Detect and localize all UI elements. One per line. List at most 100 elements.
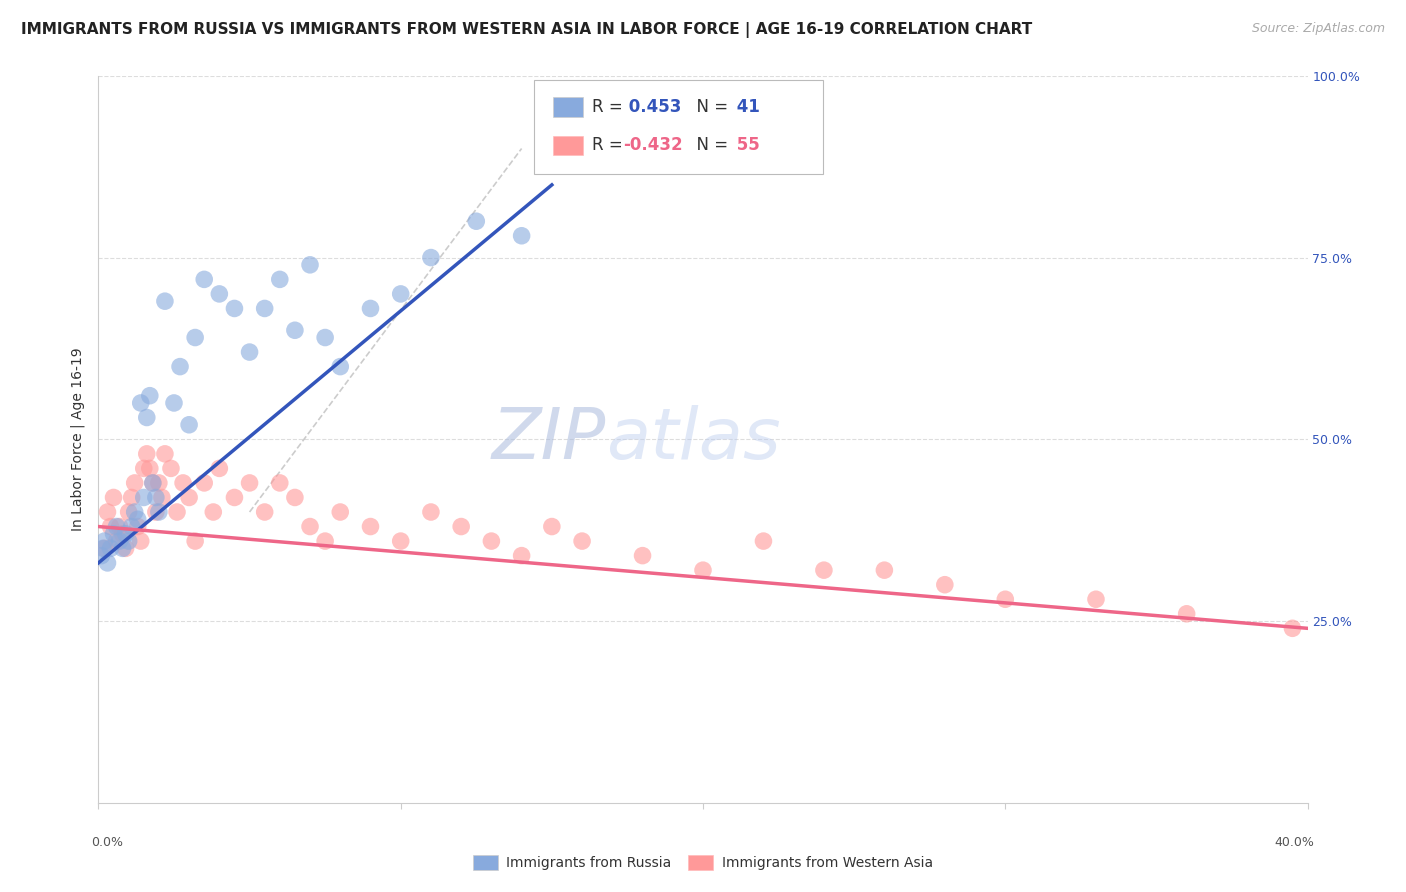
Point <box>90 549 112 563</box>
Point <box>510 549 533 563</box>
Point <box>172 475 194 490</box>
Point <box>208 286 231 301</box>
Point <box>269 272 291 286</box>
Text: N =: N = <box>686 98 734 116</box>
Point <box>208 461 231 475</box>
Point <box>139 389 162 403</box>
Y-axis label: In Labor Force | Age 16-19: In Labor Force | Age 16-19 <box>70 348 84 531</box>
Point <box>139 461 162 475</box>
Point <box>465 214 488 228</box>
Point <box>100 519 122 533</box>
Point <box>299 519 322 533</box>
Point <box>269 475 291 490</box>
Point <box>224 301 246 316</box>
Point <box>314 534 336 549</box>
Point <box>239 345 262 359</box>
Point <box>692 563 714 577</box>
Point <box>1085 592 1108 607</box>
Point <box>420 251 443 265</box>
Point <box>142 475 165 490</box>
Point <box>239 475 262 490</box>
Point <box>145 491 167 505</box>
Text: R =: R = <box>592 98 628 116</box>
Point <box>153 447 176 461</box>
Point <box>135 410 157 425</box>
Text: 41: 41 <box>731 98 761 116</box>
Point <box>540 519 562 533</box>
Text: 40.0%: 40.0% <box>1275 837 1315 849</box>
Point <box>118 505 141 519</box>
Text: Source: ZipAtlas.com: Source: ZipAtlas.com <box>1251 22 1385 36</box>
Point <box>93 541 115 556</box>
Point <box>450 519 472 533</box>
Point <box>184 534 207 549</box>
Point <box>571 534 593 549</box>
Point <box>124 505 146 519</box>
Point <box>420 505 443 519</box>
Point <box>752 534 775 549</box>
Point <box>103 491 125 505</box>
Point <box>91 541 114 556</box>
Point <box>114 526 136 541</box>
Point <box>314 330 336 344</box>
Point <box>105 534 128 549</box>
Point <box>193 272 215 286</box>
Text: N =: N = <box>686 136 734 154</box>
Point <box>127 519 149 533</box>
Point <box>160 461 183 475</box>
Point <box>148 475 170 490</box>
Point <box>284 491 307 505</box>
Point <box>111 526 134 541</box>
Text: atlas: atlas <box>606 405 780 474</box>
Point <box>389 286 412 301</box>
Text: -0.432: -0.432 <box>623 136 682 154</box>
Text: 55: 55 <box>731 136 759 154</box>
Point <box>813 563 835 577</box>
Point <box>253 301 276 316</box>
Point <box>153 294 176 309</box>
Text: IMMIGRANTS FROM RUSSIA VS IMMIGRANTS FROM WESTERN ASIA IN LABOR FORCE | AGE 16-1: IMMIGRANTS FROM RUSSIA VS IMMIGRANTS FRO… <box>21 22 1032 38</box>
Point <box>179 417 201 432</box>
Point <box>329 505 352 519</box>
Point <box>129 534 152 549</box>
Point <box>103 526 125 541</box>
Point <box>111 541 134 556</box>
Point <box>299 258 322 272</box>
Point <box>114 541 136 556</box>
Point <box>108 534 131 549</box>
Text: 0.0%: 0.0% <box>91 837 124 849</box>
Point <box>284 323 307 337</box>
Point <box>124 475 146 490</box>
Point <box>100 541 122 556</box>
Point <box>481 534 503 549</box>
Point <box>389 534 412 549</box>
Point <box>132 491 155 505</box>
Point <box>129 396 152 410</box>
Point <box>202 505 225 519</box>
Point <box>1281 621 1303 635</box>
Point <box>253 505 276 519</box>
Text: ZIP: ZIP <box>492 405 606 474</box>
Point <box>873 563 896 577</box>
Point <box>169 359 191 374</box>
Point <box>179 491 201 505</box>
Point <box>96 556 118 570</box>
Point <box>127 512 149 526</box>
Point <box>193 475 215 490</box>
Point <box>108 519 131 533</box>
Point <box>135 447 157 461</box>
Point <box>132 461 155 475</box>
Point <box>163 396 186 410</box>
Point <box>148 505 170 519</box>
Point <box>329 359 352 374</box>
Point <box>105 519 128 533</box>
Point <box>93 534 115 549</box>
Point <box>631 549 654 563</box>
Point <box>121 491 143 505</box>
Point <box>184 330 207 344</box>
Point <box>121 519 143 533</box>
Point <box>360 519 382 533</box>
Point <box>142 475 165 490</box>
Point <box>510 228 533 243</box>
Point <box>166 505 188 519</box>
